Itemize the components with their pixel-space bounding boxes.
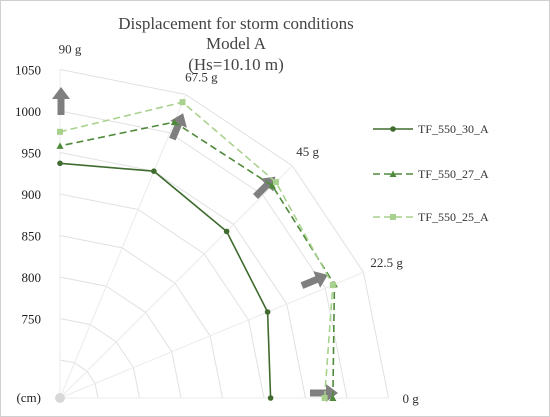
legend-label: TF_550_25_A [418, 210, 489, 224]
direction-label: 67.5 g [185, 70, 218, 85]
radial-tick-label: 1050 [15, 63, 41, 78]
direction-label: 22.5 g [370, 255, 403, 270]
series-line [59, 121, 336, 399]
series-line [59, 101, 334, 399]
chart-title: Displacement for storm conditions [118, 14, 354, 33]
data-point [264, 309, 271, 315]
direction-label: 0 g [403, 391, 420, 406]
radial-tick-label: 1000 [15, 104, 41, 119]
direction-arrow-icon [52, 87, 70, 115]
series-line [59, 162, 272, 399]
data-point [268, 182, 276, 189]
direction-labels: 0 g 22.5 g 45 g 67.5 g 90 g [59, 42, 420, 407]
radial-tick-label: 950 [22, 146, 42, 161]
data-point [56, 142, 64, 149]
data-point [272, 179, 279, 186]
unit-label: (cm) [16, 390, 41, 405]
data-point [267, 395, 274, 401]
direction-arrow-icon [300, 271, 328, 289]
direction-arrow-icon [310, 384, 338, 402]
direction-arrow-icon [253, 176, 276, 199]
center-dot [55, 393, 65, 403]
legend: TF_550_30_A TF_550_27_A TF_550_25_A [373, 122, 489, 224]
radial-tick-label: 850 [22, 229, 42, 244]
chart-wave-height: (Hs=10.10 m) [188, 55, 284, 74]
radial-tick-labels: 750 800 850 900 950 1000 1050 (cm) [15, 63, 41, 406]
direction-arrows [52, 87, 338, 402]
data-point [389, 170, 397, 177]
data-point [329, 394, 337, 401]
direction-label: 45 g [296, 144, 319, 159]
data-point [223, 228, 230, 235]
grid-spoke [59, 271, 364, 399]
data-point [57, 128, 63, 135]
data-point [151, 168, 157, 174]
data-point [390, 214, 396, 220]
data-point [329, 282, 336, 288]
chart-subtitle: Model A [206, 34, 266, 53]
data-point [179, 99, 186, 106]
legend-label: TF_550_30_A [418, 122, 489, 136]
direction-label: 90 g [59, 42, 82, 57]
radial-tick-label: 900 [22, 187, 42, 202]
data-point [170, 118, 178, 126]
data-point [57, 160, 63, 167]
radial-tick-label: 750 [22, 312, 42, 327]
grid-spoke [59, 94, 187, 399]
radial-tick-label: 800 [22, 270, 42, 285]
legend-label: TF_550_27_A [418, 167, 489, 181]
radar-grid [55, 69, 389, 403]
series-lines [56, 99, 338, 401]
data-point [390, 126, 396, 132]
grid-spoke [59, 165, 293, 399]
data-point [321, 395, 328, 401]
